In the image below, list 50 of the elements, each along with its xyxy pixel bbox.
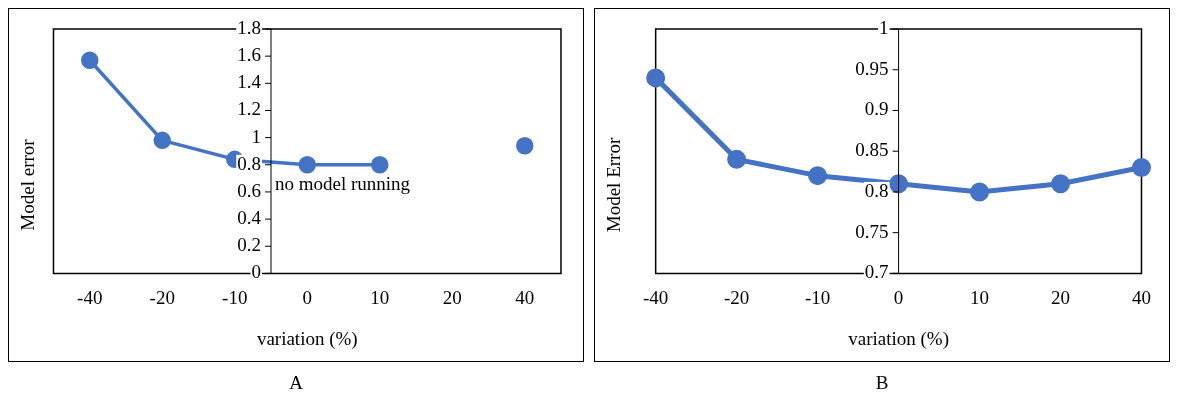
point <box>808 166 828 186</box>
point <box>516 137 534 155</box>
y-tick-label: 1 <box>251 125 261 147</box>
point <box>889 174 909 194</box>
point <box>81 51 99 69</box>
y-tick-label: 0.75 <box>855 220 889 242</box>
y-tick-label: 0.8 <box>237 152 261 174</box>
point <box>970 182 990 202</box>
x-tick-label: -10 <box>804 286 831 308</box>
x-tick-label: 0 <box>893 286 904 308</box>
x-tick-label: -10 <box>222 286 248 308</box>
point <box>371 156 389 174</box>
text: A <box>289 372 303 394</box>
point <box>1051 174 1071 194</box>
x-axis-title: variation (%) <box>848 327 949 350</box>
y-axis-title: Model Error <box>603 137 625 233</box>
text: B <box>875 372 889 394</box>
y-tick-label: 1.4 <box>237 71 262 93</box>
y-tick-label: 0.2 <box>237 234 261 256</box>
y-tick-label: 0.6 <box>237 179 261 201</box>
x-axis-title: variation (%) <box>256 327 358 350</box>
y-tick-label: 0 <box>251 261 261 283</box>
y-tick-label: 0.85 <box>855 139 889 161</box>
x-tick-label: 10 <box>370 286 390 308</box>
y-tick-label: 0.9 <box>864 98 889 120</box>
point <box>153 131 171 150</box>
x-tick-label: 20 <box>442 286 462 308</box>
point <box>646 68 666 88</box>
x-tick-label: 40 <box>1132 286 1151 308</box>
x-tick-label: -40 <box>77 286 103 308</box>
y-tick-label: 1 <box>879 16 889 38</box>
point <box>298 156 316 174</box>
x-tick-label: -40 <box>643 286 669 308</box>
y-tick-label: 1.6 <box>237 44 261 66</box>
x-tick-label: 10 <box>970 286 990 308</box>
y-tick-label: 1.8 <box>237 16 261 38</box>
y-tick-label: 0.95 <box>855 57 889 79</box>
x-tick-label: 0 <box>302 286 312 308</box>
y-tick-label: 0.7 <box>864 261 889 283</box>
x-tick-label: -20 <box>149 286 175 308</box>
y-tick-label: 0.4 <box>237 207 262 229</box>
point <box>727 149 747 169</box>
point <box>1132 157 1151 177</box>
y-tick-label: 0.8 <box>864 179 889 201</box>
annotation: no model running <box>275 173 411 195</box>
x-tick-label: -20 <box>723 286 750 308</box>
y-axis-title: Model error <box>17 139 39 231</box>
x-tick-label: 40 <box>515 286 535 308</box>
y-tick-label: 1.2 <box>237 98 261 120</box>
x-tick-label: 20 <box>1051 286 1071 308</box>
